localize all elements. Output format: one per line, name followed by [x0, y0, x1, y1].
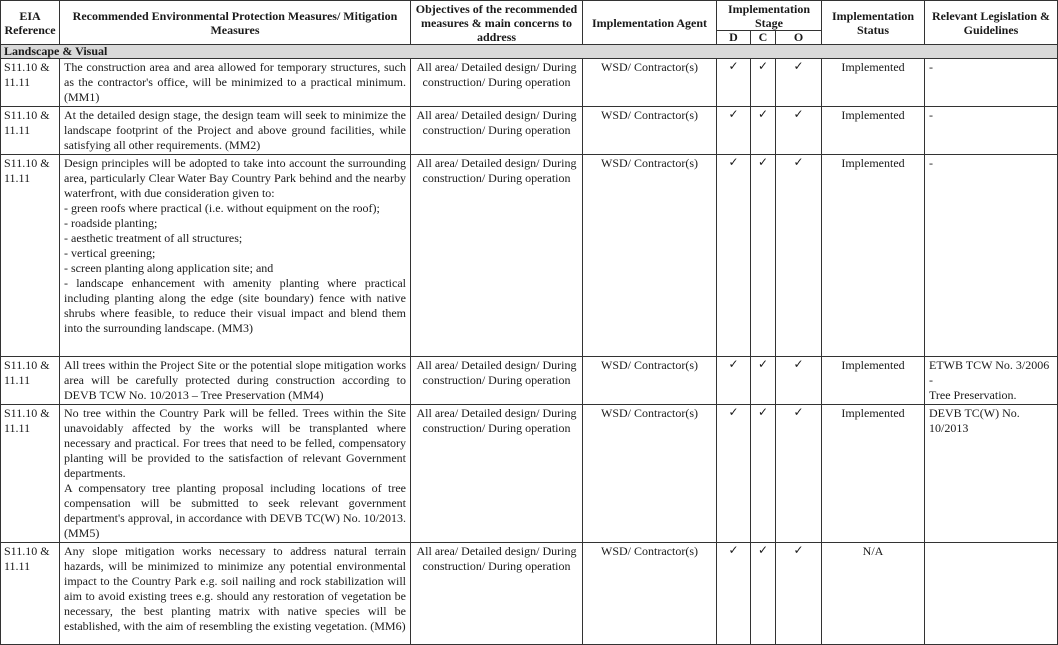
table-row: S11.10 & 11.11 At the detailed design sta…: [0, 106, 1058, 155]
stage-o-check-icon: ✓: [775, 154, 822, 357]
stage-o-check-icon: ✓: [775, 404, 822, 543]
header-objectives: Objectives of the recommended measures &…: [410, 0, 583, 45]
header-legislation: Relevant Legislation & Guidelines: [924, 0, 1058, 45]
measure-paragraph: All trees within the Project Site or the…: [64, 358, 406, 402]
measure-text: No tree within the Country Park will be …: [59, 404, 411, 543]
relevant-legislation: -: [924, 58, 1058, 107]
eia-reference: S11.10 & 11.11: [0, 154, 60, 357]
stage-d-check-icon: ✓: [716, 404, 751, 543]
measure-paragraph: - green roofs where practical (i.e. with…: [64, 201, 380, 215]
legislation-line: -: [929, 60, 933, 74]
stage-c-check-icon: ✓: [750, 106, 776, 155]
header-measures: Recommended Environmental Protection Mea…: [59, 0, 411, 45]
measure-paragraph: A compensatory tree planting proposal in…: [64, 481, 406, 540]
measure-paragraph: - vertical greening;: [64, 246, 156, 260]
measure-text: The construction area and area allowed f…: [59, 58, 411, 107]
table-row: S11.10 & 11.11 Any slope mitigation works…: [0, 542, 1058, 645]
legislation-line: -: [929, 156, 933, 170]
stage-o-check-icon: ✓: [775, 542, 822, 645]
relevant-legislation: [924, 542, 1058, 645]
stage-o-check-icon: ✓: [775, 106, 822, 155]
eia-reference: S11.10 & 11.11: [0, 356, 60, 405]
table-row: S11.10 & 11.11 No tree within the Country…: [0, 404, 1058, 543]
implementation-agent: WSD/ Contractor(s): [582, 356, 717, 405]
measure-paragraph: Any slope mitigation works necessary to …: [64, 544, 406, 633]
measure-paragraph: - aesthetic treatment of all structures;: [64, 231, 243, 245]
stage-c-check-icon: ✓: [750, 356, 776, 405]
relevant-legislation: -: [924, 106, 1058, 155]
implementation-agent: WSD/ Contractor(s): [582, 542, 717, 645]
eia-reference: S11.10 & 11.11: [0, 542, 60, 645]
eia-reference: S11.10 & 11.11: [0, 404, 60, 543]
header-agent: Implementation Agent: [582, 0, 717, 45]
measure-text: Any slope mitigation works necessary to …: [59, 542, 411, 645]
measure-paragraph: No tree within the Country Park will be …: [64, 406, 406, 480]
measure-paragraph: At the detailed design stage, the design…: [64, 108, 406, 152]
legislation-line: DEVB TC(W) No. 10/2013: [929, 406, 1020, 435]
legislation-line: ETWB TCW No. 3/2006: [929, 358, 1050, 372]
implementation-agent: WSD/ Contractor(s): [582, 154, 717, 357]
section-heading: Landscape & Visual: [0, 44, 1058, 59]
stage-d-check-icon: ✓: [716, 542, 751, 645]
measure-paragraph: - landscape enhancement with amenity pla…: [64, 276, 406, 335]
implementation-status: Implemented: [821, 154, 925, 357]
measure-paragraph: The construction area and area allowed f…: [64, 60, 406, 104]
legislation-line: -: [929, 373, 933, 387]
measure-paragraph: - roadside planting;: [64, 216, 158, 230]
stage-c-check-icon: ✓: [750, 404, 776, 543]
header-stage-o: O: [775, 30, 822, 45]
objectives: All area/ Detailed design/ During constr…: [410, 58, 583, 107]
measure-text: At the detailed design stage, the design…: [59, 106, 411, 155]
stage-d-check-icon: ✓: [716, 58, 751, 107]
eia-reference: S11.10 & 11.11: [0, 58, 60, 107]
implementation-status: Implemented: [821, 356, 925, 405]
relevant-legislation: DEVB TC(W) No. 10/2013: [924, 404, 1058, 543]
stage-d-check-icon: ✓: [716, 356, 751, 405]
legislation-line: -: [929, 108, 933, 122]
table-row: S11.10 & 11.11 Design principles will be …: [0, 154, 1058, 357]
objectives: All area/ Detailed design/ During constr…: [410, 404, 583, 543]
implementation-status: N/A: [821, 542, 925, 645]
objectives: All area/ Detailed design/ During constr…: [410, 106, 583, 155]
measure-paragraph: - screen planting along application site…: [64, 261, 274, 275]
measure-text: All trees within the Project Site or the…: [59, 356, 411, 405]
stage-o-check-icon: ✓: [775, 58, 822, 107]
relevant-legislation: ETWB TCW No. 3/2006- Tree Preservation.: [924, 356, 1058, 405]
eia-reference: S11.10 & 11.11: [0, 106, 60, 155]
implementation-status: Implemented: [821, 404, 925, 543]
stage-c-check-icon: ✓: [750, 154, 776, 357]
header-stage-d: D: [716, 30, 751, 45]
stage-d-check-icon: ✓: [716, 106, 751, 155]
header-stage-c: C: [750, 30, 776, 45]
implementation-agent: WSD/ Contractor(s): [582, 58, 717, 107]
header-status: Implementation Status: [821, 0, 925, 45]
header-eia-reference: EIA Reference: [0, 0, 60, 45]
implementation-status: Implemented: [821, 106, 925, 155]
relevant-legislation: -: [924, 154, 1058, 357]
stage-c-check-icon: ✓: [750, 58, 776, 107]
objectives: All area/ Detailed design/ During constr…: [410, 154, 583, 357]
stage-d-check-icon: ✓: [716, 154, 751, 357]
objectives: All area/ Detailed design/ During constr…: [410, 542, 583, 645]
header-stage: Implementation Stage: [716, 0, 822, 31]
measure-text: Design principles will be adopted to tak…: [59, 154, 411, 357]
measure-paragraph: Design principles will be adopted to tak…: [64, 156, 406, 200]
implementation-agent: WSD/ Contractor(s): [582, 404, 717, 543]
stage-c-check-icon: ✓: [750, 542, 776, 645]
implementation-agent: WSD/ Contractor(s): [582, 106, 717, 155]
legislation-line: Tree Preservation.: [929, 388, 1017, 402]
table-row: S11.10 & 11.11 The construction area and …: [0, 58, 1058, 107]
table-row: S11.10 & 11.11 All trees within the Proje…: [0, 356, 1058, 405]
implementation-status: Implemented: [821, 58, 925, 107]
objectives: All area/ Detailed design/ During constr…: [410, 356, 583, 405]
stage-o-check-icon: ✓: [775, 356, 822, 405]
